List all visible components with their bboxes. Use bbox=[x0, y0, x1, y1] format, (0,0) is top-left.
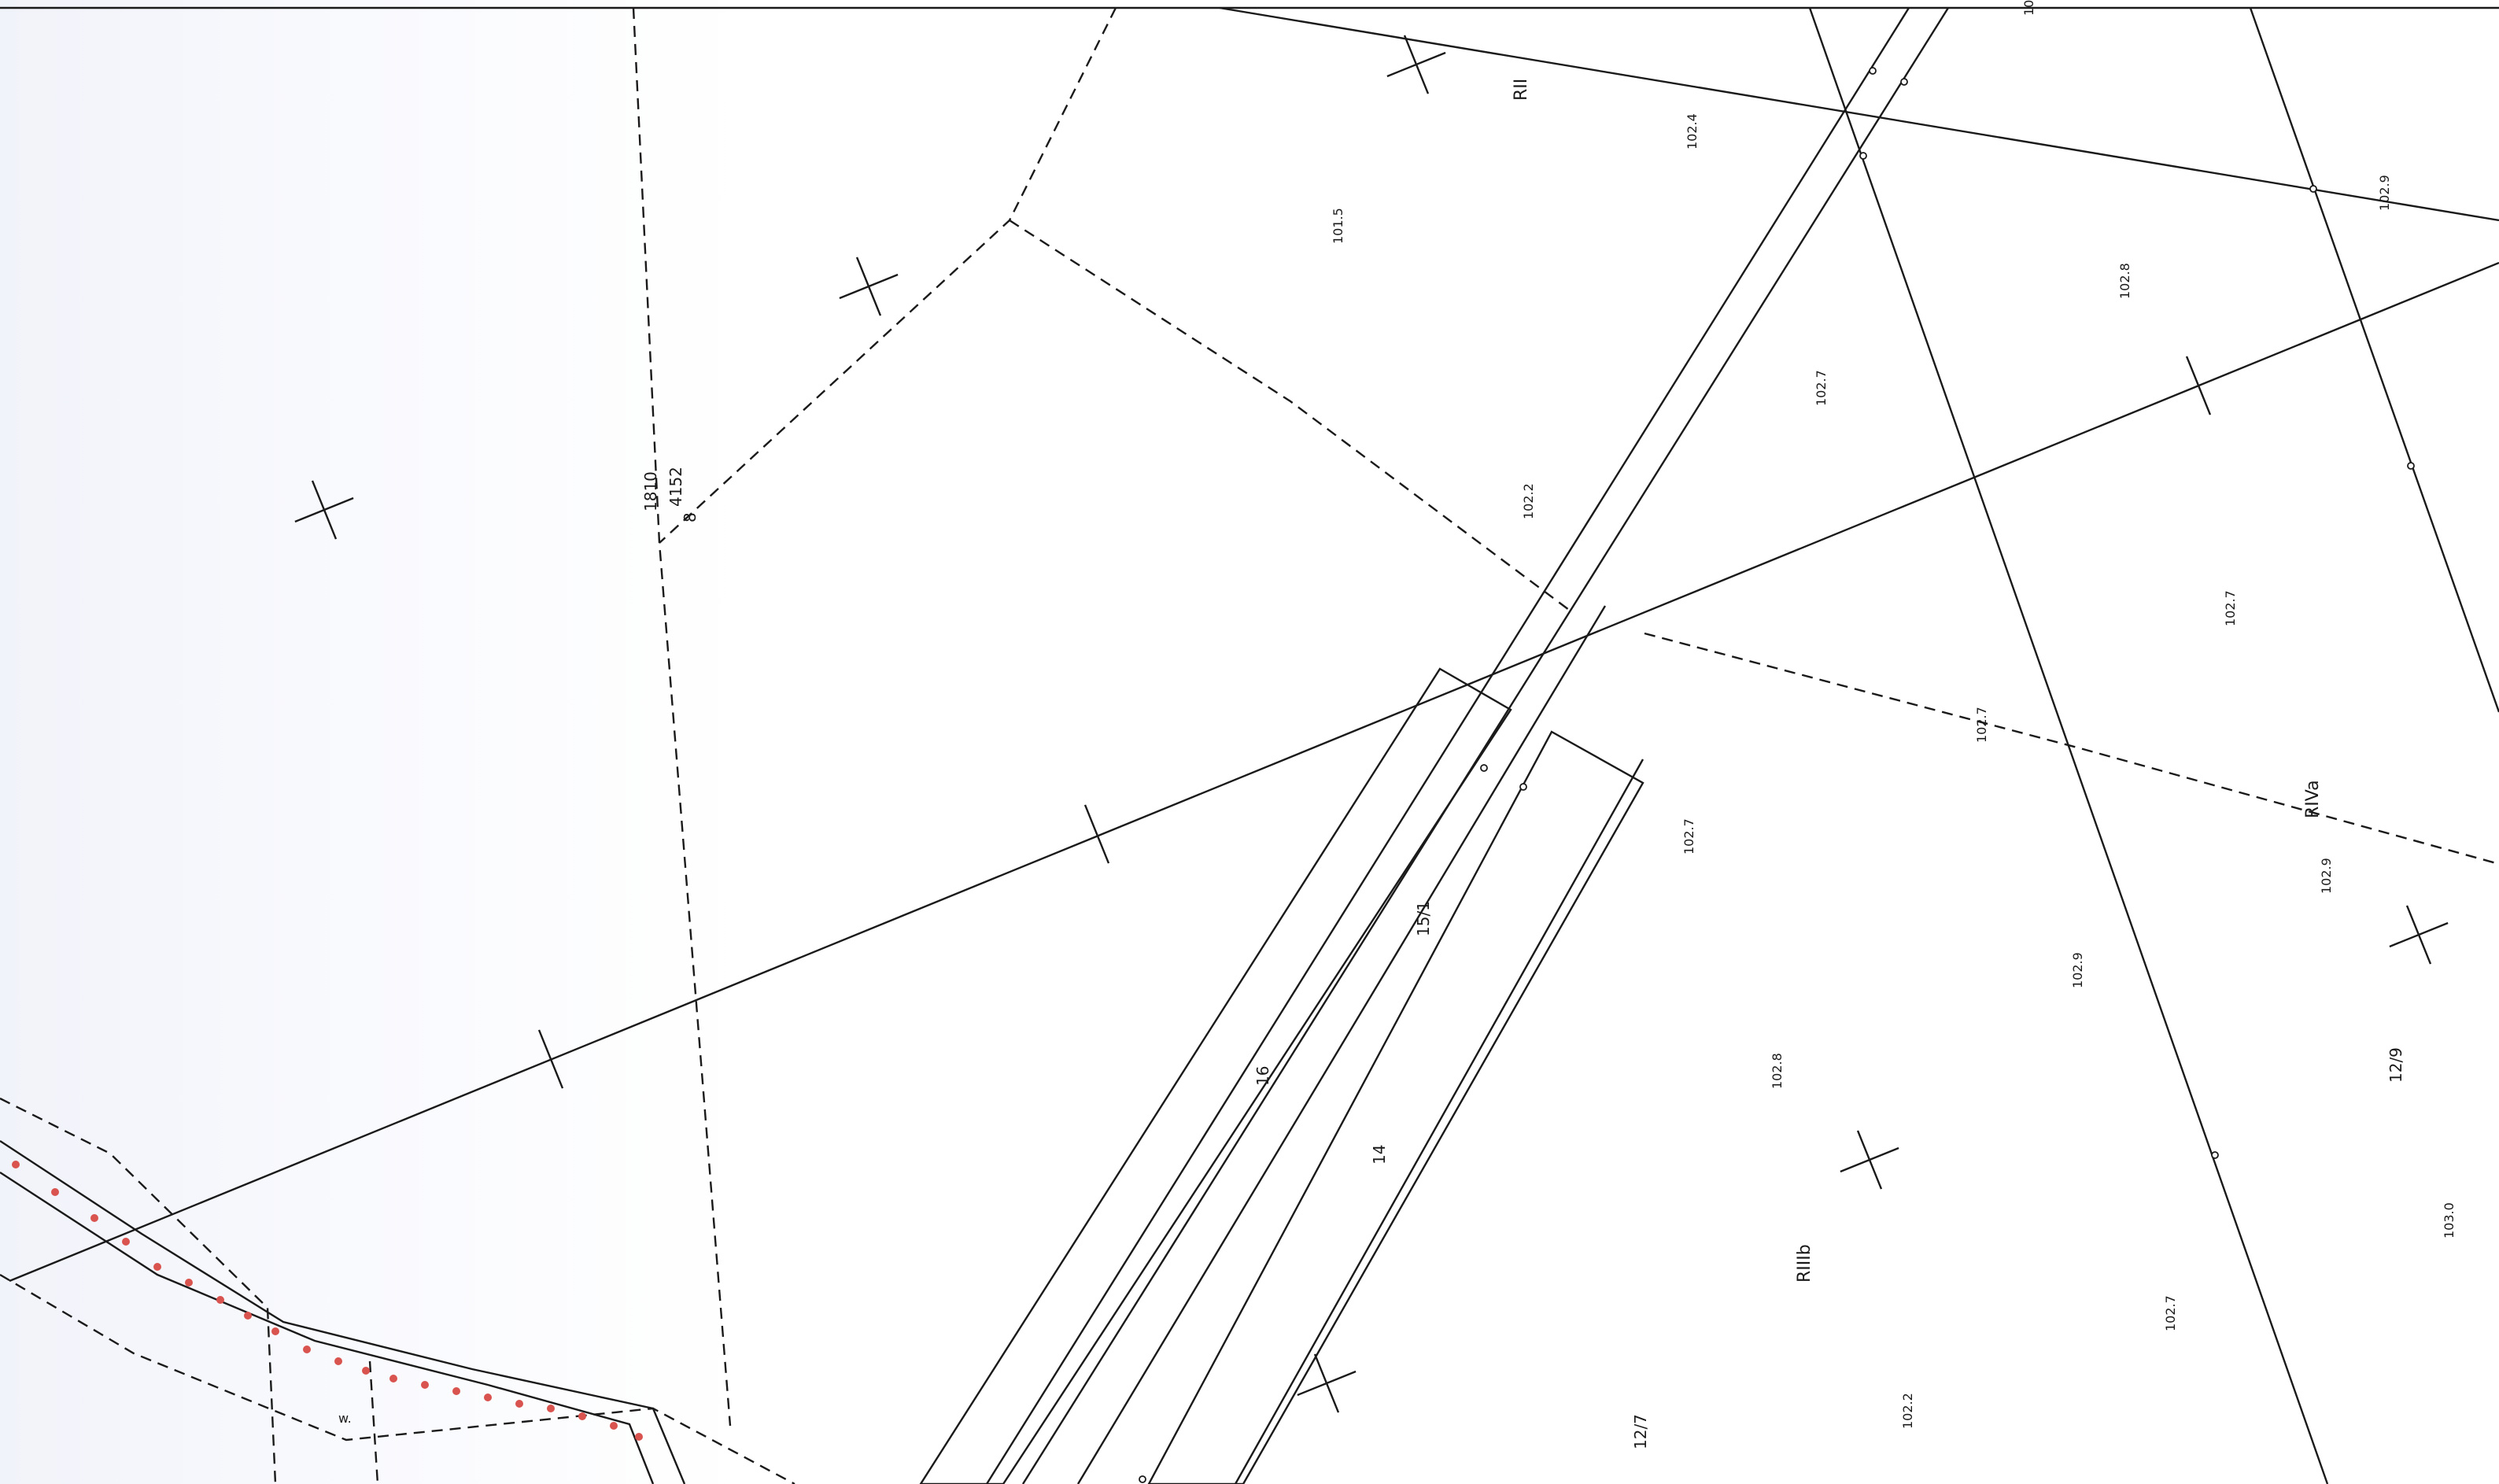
fence-points bbox=[12, 1161, 643, 1441]
boundary-top-right bbox=[1219, 6, 2499, 222]
road-edge-1 bbox=[985, 7, 1910, 1484]
elevation-label: 102.7 bbox=[2223, 590, 2238, 626]
elevation-label: 102.7 bbox=[2163, 1295, 2178, 1331]
elevation-label: 102.9 bbox=[2070, 952, 2085, 988]
elevation-label: 102.2 bbox=[1521, 483, 1536, 519]
parcel-number: 14 bbox=[1370, 1145, 1389, 1165]
elevation-label: 102.9 bbox=[2377, 175, 2392, 211]
elevation-label: 102.8 bbox=[2117, 263, 2132, 299]
grid-cross-mark bbox=[1297, 1353, 1357, 1413]
parcel-number: 1810 bbox=[641, 471, 660, 511]
parcel-number: 4152 bbox=[666, 467, 685, 507]
elevation-label: 101.5 bbox=[1331, 208, 1345, 244]
land-class-symbol: RIVa bbox=[2303, 780, 2323, 818]
dashed-boundary-2 bbox=[659, 7, 1117, 544]
parcel-number: 12/7 bbox=[1631, 1414, 1650, 1449]
elevation-label: 102.3 bbox=[2021, 0, 2036, 16]
elevation-label: 103.0 bbox=[2442, 1202, 2457, 1239]
grid-cross-mark bbox=[1840, 1130, 1899, 1190]
baseline-long bbox=[9, 261, 2499, 1283]
dashed-boundary-7 bbox=[368, 1360, 379, 1484]
land-class-symbol: w. bbox=[338, 1411, 352, 1426]
grid-cross-mark bbox=[294, 480, 354, 540]
dashed-boundary-1 bbox=[632, 7, 732, 1427]
fence-line-inner bbox=[0, 1171, 655, 1484]
parcel-14-outline bbox=[1147, 730, 1644, 1484]
survey-nodes bbox=[1139, 67, 2415, 1483]
land-class-symbol: RII bbox=[1512, 79, 1531, 101]
elevation-label: 102.7 bbox=[1814, 370, 1829, 406]
elevation-label: 102.9 bbox=[2319, 858, 2334, 894]
grid-cross-mark bbox=[2185, 356, 2212, 415]
parcel-15-1-outline bbox=[919, 667, 1512, 1484]
parcel-number: 16 bbox=[1253, 1066, 1272, 1086]
elevation-label: 102.7 bbox=[1974, 707, 1989, 743]
parcel-number: 15/1 bbox=[1414, 901, 1433, 936]
parcel-number: 8 bbox=[681, 512, 699, 522]
grid-cross-mark bbox=[1386, 35, 1446, 94]
road-edge-3 bbox=[1076, 605, 1607, 1484]
grid-cross-marks bbox=[294, 35, 2449, 1413]
elevation-label: 102.8 bbox=[1770, 1053, 1785, 1089]
grid-cross-mark bbox=[2389, 905, 2449, 965]
elevation-label: 102.7 bbox=[1681, 818, 1696, 855]
road-edge-2 bbox=[1021, 7, 1950, 1484]
land-class-symbol: RIIIb bbox=[1795, 1244, 1814, 1283]
parcel-number: 12/9 bbox=[2386, 1047, 2405, 1083]
grid-cross-mark bbox=[537, 1029, 564, 1089]
road-edge-4 bbox=[1234, 759, 1644, 1484]
boundary-right-b bbox=[2249, 7, 2499, 713]
dashed-boundary-3 bbox=[1009, 219, 1573, 613]
dashed-boundary-6 bbox=[0, 1273, 795, 1484]
fence-line bbox=[0, 1139, 686, 1484]
elevation-label: 102.2 bbox=[1900, 1393, 1915, 1429]
grid-cross-mark bbox=[1083, 804, 1110, 864]
elevation-label: 102.4 bbox=[1685, 113, 1700, 150]
dashed-boundary-4 bbox=[1644, 632, 2499, 866]
grid-cross-mark bbox=[839, 257, 899, 316]
dashed-boundary-5 bbox=[0, 1097, 277, 1484]
